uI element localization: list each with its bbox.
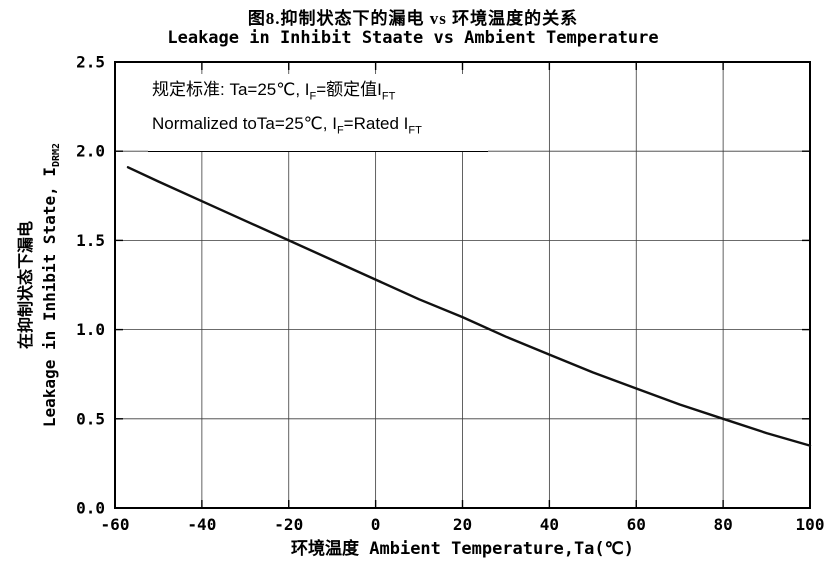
normalization-note-line1: 规定标准: Ta=25℃, IF=额定值IFT [152, 80, 396, 103]
x-tick-label: -60 [101, 515, 130, 534]
x-tick-label: 80 [713, 515, 732, 534]
x-tick-label: 40 [540, 515, 559, 534]
y-tick-label: 0.0 [76, 499, 105, 518]
x-tick-label: -40 [187, 515, 216, 534]
x-tick-label: -20 [274, 515, 303, 534]
chart-title-english: Leakage in Inhibit Staate vs Ambient Tem… [167, 28, 659, 48]
y-tick-label: 0.5 [76, 409, 105, 428]
normalization-note-line2: Normalized toTa=25℃, IF=Rated IFT [152, 114, 422, 137]
y-axis-title-chinese: 在抑制状态下漏电 [16, 221, 35, 350]
y-axis-title: 在抑制状态下漏电 Leakage in Inhibit State, IDRM2 [14, 55, 62, 515]
x-axis-title: 环境温度 Ambient Temperature,Ta(℃) [291, 539, 634, 559]
y-tick-label: 1.5 [76, 231, 105, 250]
y-axis-title-english: Leakage in Inhibit State, IDRM2 [40, 142, 63, 428]
x-tick-label: 0 [371, 515, 381, 534]
leakage-curve [126, 166, 812, 447]
x-tick-label: 60 [627, 515, 646, 534]
x-tick-label: 20 [453, 515, 472, 534]
plot-border [114, 61, 811, 509]
y-tick-label: 2.0 [76, 142, 105, 161]
normalization-note: 规定标准: Ta=25℃, IF=额定值IFT Normalized toTa=… [148, 74, 488, 152]
y-tick-label: 2.5 [76, 53, 105, 72]
y-tick-label: 1.0 [76, 320, 105, 339]
chart-title-chinese: 图8.抑制状态下的漏电 vs 环境温度的关系 [247, 9, 579, 28]
x-tick-label: 100 [796, 515, 825, 534]
